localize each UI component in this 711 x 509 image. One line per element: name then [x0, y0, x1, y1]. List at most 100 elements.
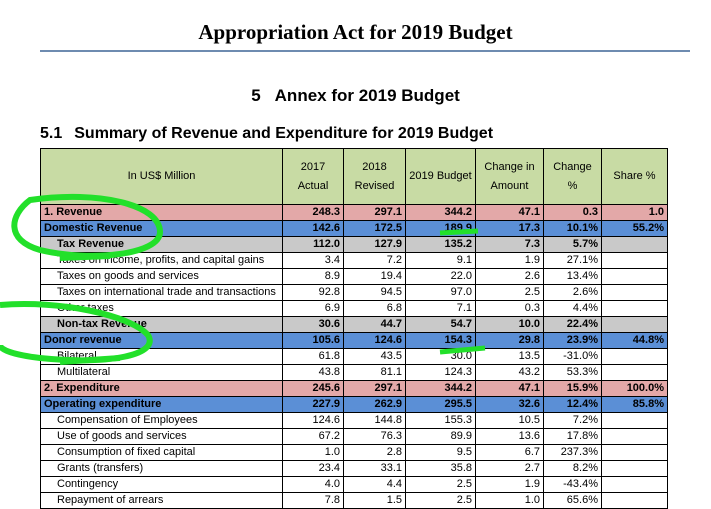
cell: 1.0	[282, 444, 344, 461]
cell: 54.7	[405, 316, 476, 333]
cell: 47.1	[475, 380, 544, 397]
cell	[601, 268, 668, 285]
row-label: 2. Expenditure	[40, 380, 283, 397]
cell	[601, 460, 668, 477]
cell	[601, 252, 668, 269]
table-row: Bilateral 61.8 43.5 30.0 13.5 -31.0%	[40, 348, 668, 365]
cell: 17.8%	[543, 428, 602, 445]
cell: 2.7	[475, 460, 544, 477]
cell: 344.2	[405, 380, 476, 397]
row-label: Taxes on goods and services	[40, 268, 283, 285]
cell: 1.0	[475, 492, 544, 509]
cell: 97.0	[405, 284, 476, 301]
table-row: Taxes on international trade and transac…	[40, 284, 668, 301]
cell: 0.3	[543, 204, 602, 221]
table-row: Grants (transfers) 23.4 33.1 35.8 2.7 8.2%	[40, 460, 668, 477]
cell: -31.0%	[543, 348, 602, 365]
cell	[601, 316, 668, 333]
cell: 124.6	[343, 332, 406, 349]
cell: 81.1	[343, 364, 406, 381]
cell: 30.0	[405, 348, 476, 365]
row-label: Taxes on international trade and transac…	[40, 284, 283, 301]
column-header: Change in Amount	[475, 148, 544, 205]
cell: 127.9	[343, 236, 406, 253]
cell	[601, 492, 668, 509]
cell: 6.8	[343, 300, 406, 317]
section-heading: 5.1 Summary of Revenue and Expenditure fo…	[40, 125, 493, 143]
table-row: Consumption of fixed capital 1.0 2.8 9.5 6.7…	[40, 444, 668, 461]
table-row: Tax Revenue 112.0 127.9 135.2 7.3 5.7%	[40, 236, 668, 253]
table-row: Other taxes 6.9 6.8 7.1 0.3 4.4%	[40, 300, 668, 317]
table-row: Non-tax Revenue 30.6 44.7 54.7 10.0 22.4%	[40, 316, 668, 333]
row-label: Compensation of Employees	[40, 412, 283, 429]
cell: 19.4	[343, 268, 406, 285]
row-label: 1. Revenue	[40, 204, 283, 221]
annex-title: Annex for 2019 Budget	[274, 86, 460, 105]
table-row: Taxes on goods and services 8.9 19.4 22.0 2.…	[40, 268, 668, 285]
row-label: Taxes on income, profits, and capital ga…	[40, 252, 283, 269]
cell	[601, 476, 668, 493]
cell: 55.2%	[601, 220, 668, 237]
section-title: Summary of Revenue and Expenditure for 2…	[74, 125, 494, 142]
cell: 17.3	[475, 220, 544, 237]
cell: 144.8	[343, 412, 406, 429]
cell: 44.7	[343, 316, 406, 333]
row-label: Tax Revenue	[40, 236, 283, 253]
cell: 4.4	[343, 476, 406, 493]
cell: 9.1	[405, 252, 476, 269]
column-header: 2019 Budget	[405, 148, 476, 205]
table-row: Domestic Revenue 142.6 172.5 189.9 17.3 10.1%…	[40, 220, 668, 237]
document-title: Appropriation Act for 2019 Budget	[198, 20, 513, 44]
table-row: Multilateral 43.8 81.1 124.3 43.2 53.3%	[40, 364, 668, 381]
column-header: 2018 Revised	[343, 148, 406, 205]
cell: 13.6	[475, 428, 544, 445]
row-label: Contingency	[40, 476, 283, 493]
table-row: Taxes on income, profits, and capital ga…	[40, 252, 668, 269]
column-header: 2017 Actual	[282, 148, 344, 205]
cell: 2.6%	[543, 284, 602, 301]
cell: 6.9	[282, 300, 344, 317]
cell: 32.6	[475, 396, 544, 413]
cell: 155.3	[405, 412, 476, 429]
cell: 33.1	[343, 460, 406, 477]
cell: 248.3	[282, 204, 344, 221]
cell: 27.1%	[543, 252, 602, 269]
cell: 262.9	[343, 396, 406, 413]
row-label: Domestic Revenue	[40, 220, 283, 237]
cell: 2.5	[405, 476, 476, 493]
cell: 100.0%	[601, 380, 668, 397]
cell	[601, 364, 668, 381]
cell: 4.0	[282, 476, 344, 493]
cell: 135.2	[405, 236, 476, 253]
row-label: Non-tax Revenue	[40, 316, 283, 333]
annex-number: 5	[251, 86, 261, 105]
cell: 8.9	[282, 268, 344, 285]
cell	[601, 428, 668, 445]
cell: 1.9	[475, 252, 544, 269]
cell	[601, 236, 668, 253]
table-row: Compensation of Employees 124.6 144.8 155.3…	[40, 412, 668, 429]
cell: 23.4	[282, 460, 344, 477]
cell: 154.3	[405, 332, 476, 349]
cell: 7.1	[405, 300, 476, 317]
cell: 3.4	[282, 252, 344, 269]
table-row: Operating expenditure 227.9 262.9 295.5 32.6…	[40, 396, 668, 413]
cell: 1.5	[343, 492, 406, 509]
cell: 92.8	[282, 284, 344, 301]
cell: 7.3	[475, 236, 544, 253]
row-label: Grants (transfers)	[40, 460, 283, 477]
cell: 1.9	[475, 476, 544, 493]
row-label: Repayment of arrears	[40, 492, 283, 509]
cell: 7.8	[282, 492, 344, 509]
cell: 7.2%	[543, 412, 602, 429]
cell: 344.2	[405, 204, 476, 221]
table-row: Contingency 4.0 4.4 2.5 1.9 -43.4%	[40, 476, 668, 493]
cell: 2.6	[475, 268, 544, 285]
cell: 172.5	[343, 220, 406, 237]
cell: 2.8	[343, 444, 406, 461]
table-row: Use of goods and services 67.2 76.3 89.9 13.…	[40, 428, 668, 445]
cell: 22.0	[405, 268, 476, 285]
cell	[601, 284, 668, 301]
table-row: Repayment of arrears 7.8 1.5 2.5 1.0 65.6%	[40, 492, 668, 509]
cell: 61.8	[282, 348, 344, 365]
